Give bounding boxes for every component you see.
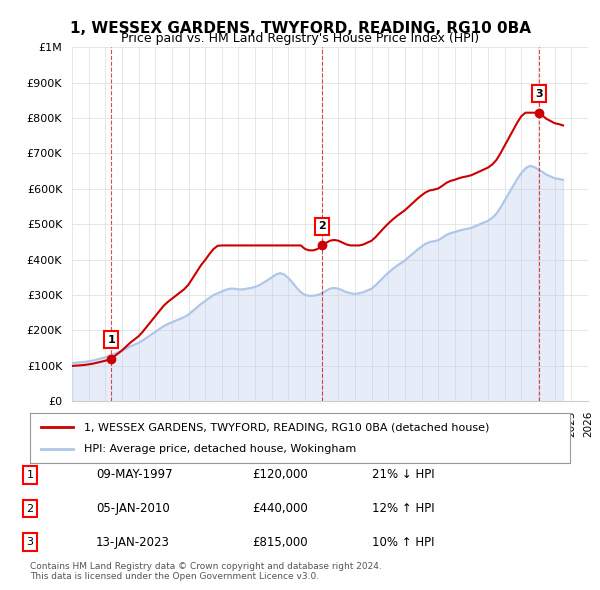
Text: 1, WESSEX GARDENS, TWYFORD, READING, RG10 0BA (detached house): 1, WESSEX GARDENS, TWYFORD, READING, RG1… [84, 422, 490, 432]
Text: HPI: Average price, detached house, Wokingham: HPI: Average price, detached house, Woki… [84, 444, 356, 454]
Text: 3: 3 [26, 537, 34, 547]
Text: 12% ↑ HPI: 12% ↑ HPI [372, 502, 434, 515]
Text: 10% ↑ HPI: 10% ↑ HPI [372, 536, 434, 549]
Text: 05-JAN-2010: 05-JAN-2010 [96, 502, 170, 515]
Text: 3: 3 [535, 88, 542, 99]
Text: 2: 2 [26, 504, 34, 513]
Text: 09-MAY-1997: 09-MAY-1997 [96, 468, 173, 481]
Text: 21% ↓ HPI: 21% ↓ HPI [372, 468, 434, 481]
Text: Contains HM Land Registry data © Crown copyright and database right 2024.
This d: Contains HM Land Registry data © Crown c… [30, 562, 382, 581]
Text: £815,000: £815,000 [252, 536, 308, 549]
Text: 13-JAN-2023: 13-JAN-2023 [96, 536, 170, 549]
Text: 1, WESSEX GARDENS, TWYFORD, READING, RG10 0BA: 1, WESSEX GARDENS, TWYFORD, READING, RG1… [70, 21, 530, 35]
Text: Price paid vs. HM Land Registry's House Price Index (HPI): Price paid vs. HM Land Registry's House … [121, 32, 479, 45]
Text: 1: 1 [107, 335, 115, 345]
Text: £120,000: £120,000 [252, 468, 308, 481]
Text: 2: 2 [318, 221, 326, 231]
Text: 1: 1 [26, 470, 34, 480]
Text: £440,000: £440,000 [252, 502, 308, 515]
